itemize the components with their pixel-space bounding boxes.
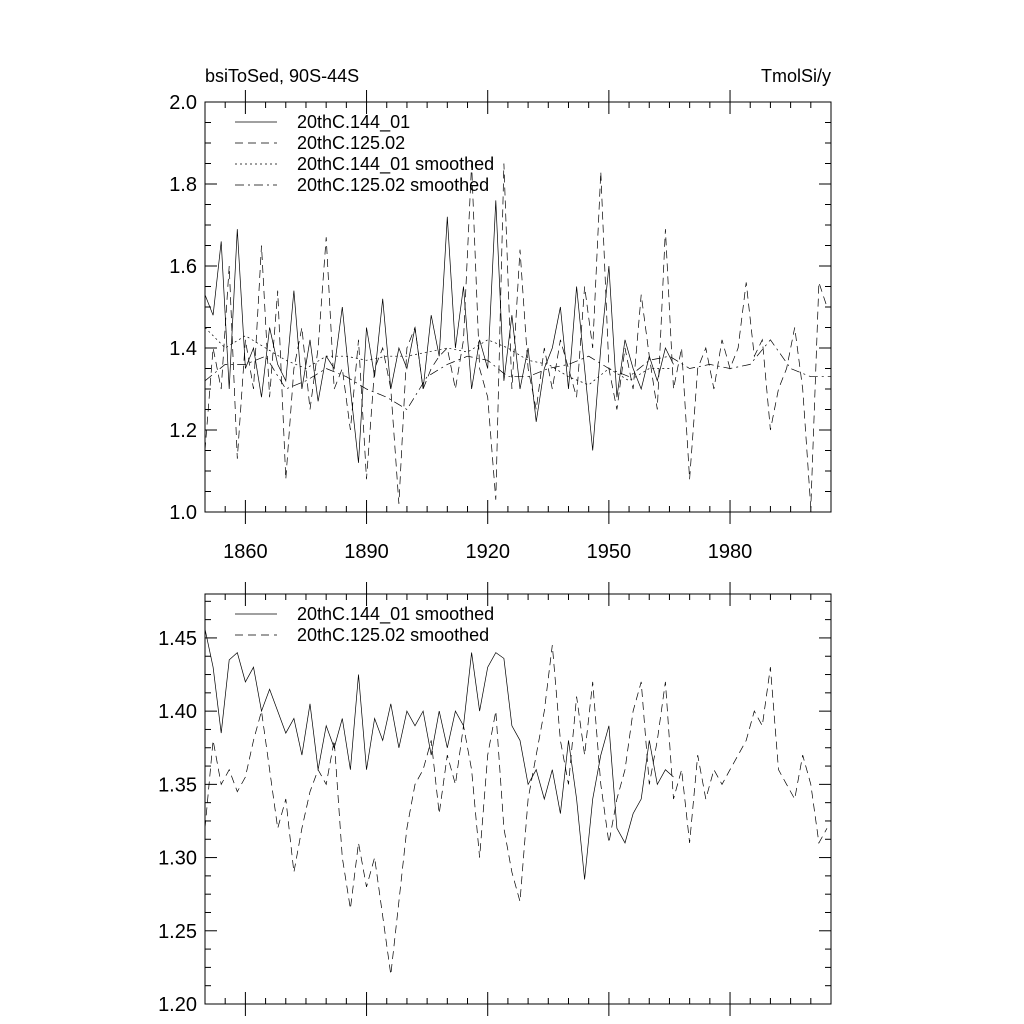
bottom-series-20thc-144-01-smoothed <box>204 629 674 880</box>
top-y-tick-label: 1.8 <box>169 174 197 196</box>
top-y-tick-label: 1.6 <box>169 256 197 278</box>
top-title-right: TmolSi/y <box>761 66 831 86</box>
top-x-tick-label: 1890 <box>344 541 389 563</box>
bottom-panel: 1.20 1.25 1.30 1.35 1.40 1.45 20thC.144_01 sm… <box>158 582 832 1016</box>
top-series-layer <box>204 163 831 508</box>
top-ticks: 1.0 1.2 1.4 1.6 1.8 2.0 1860 1890 1920 1950 1980 <box>169 90 832 563</box>
bottom-series-layer <box>204 629 828 975</box>
bottom-y-tick-label: 1.40 <box>158 701 197 723</box>
top-legend-label: 20thC.144_01 smoothed <box>297 154 494 175</box>
bottom-y-tick-label: 1.30 <box>158 848 197 870</box>
bottom-series-20thc-125-02-smoothed <box>204 645 828 975</box>
top-y-tick-label: 2.0 <box>169 92 197 114</box>
top-x-tick-label: 1950 <box>587 541 632 563</box>
top-y-tick-label: 1.0 <box>169 502 197 524</box>
bottom-y-tick-label: 1.35 <box>158 774 197 796</box>
top-legend-label: 20thC.144_01 <box>297 112 410 133</box>
top-x-tick-label: 1860 <box>223 541 268 563</box>
bottom-y-tick-label: 1.20 <box>158 994 197 1016</box>
top-series-20thc-125-02 <box>204 163 828 508</box>
bottom-y-tick-label: 1.25 <box>158 921 197 943</box>
top-series-20thc-144-01 <box>204 200 674 463</box>
bottom-plot-frame <box>204 593 832 1005</box>
top-legend-label: 20thC.125.02 smoothed <box>297 175 489 195</box>
top-x-tick-label: 1980 <box>708 541 753 563</box>
bottom-legend-label: 20thC.125.02 smoothed <box>297 625 489 645</box>
top-y-tick-label: 1.4 <box>169 338 197 360</box>
top-series-20thc-125-02-smoothed <box>204 339 831 410</box>
bottom-ticks: 1.20 1.25 1.30 1.35 1.40 1.45 <box>158 582 832 1016</box>
bottom-legend-label: 20thC.144_01 smoothed <box>297 604 494 625</box>
top-legend-label: 20thC.125.02 <box>297 133 405 153</box>
top-x-tick-label: 1920 <box>465 541 510 563</box>
top-title-left: bsiToSed, 90S-44S <box>205 66 359 86</box>
top-y-tick-label: 1.2 <box>169 420 197 442</box>
top-series-20thc-144-01-smoothed <box>204 327 670 386</box>
bottom-y-tick-label: 1.45 <box>158 628 197 650</box>
top-panel: bsiToSed, 90S-44S TmolSi/y 1.01.21.41.61… <box>169 66 832 563</box>
